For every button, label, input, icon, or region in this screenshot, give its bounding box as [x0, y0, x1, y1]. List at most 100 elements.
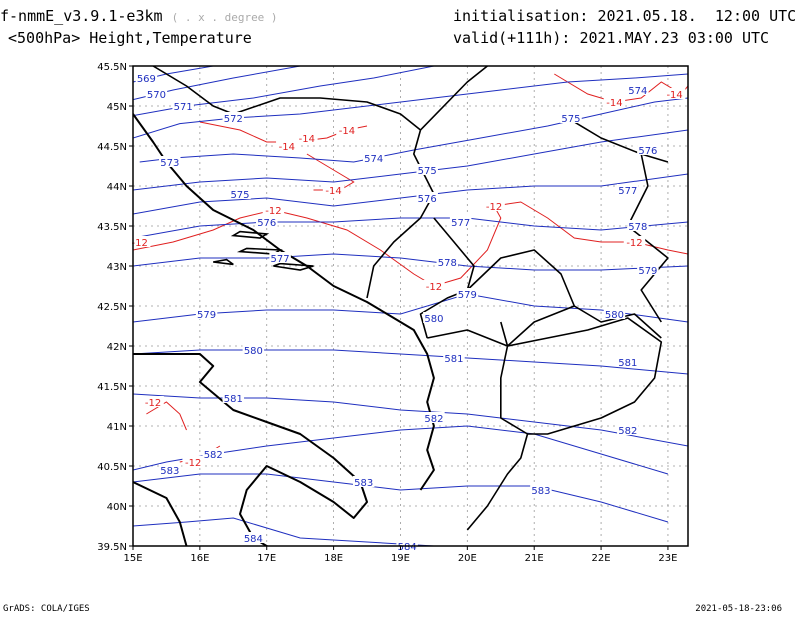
height-label: 581	[444, 354, 463, 365]
temperature-label-bg	[663, 88, 686, 99]
height-label: 584	[244, 534, 263, 545]
valid-line: valid(+111h): 2021.MAY.23 03:00 UTC	[453, 29, 769, 47]
temperature-label: -14	[339, 126, 355, 137]
height-label: 576	[418, 194, 437, 205]
temperature-label: -12	[265, 206, 281, 217]
country-border	[427, 329, 529, 531]
height-label-bg	[617, 184, 639, 195]
height-label: 575	[230, 190, 249, 201]
height-label-bg	[202, 448, 224, 459]
height-isoline	[133, 173, 688, 215]
country-border	[627, 153, 669, 323]
height-label: 579	[197, 310, 216, 321]
height-label: 577	[451, 218, 470, 229]
temperature-isoline	[133, 201, 688, 287]
height-label: 576	[638, 146, 657, 157]
x-tick-label: 21E	[525, 553, 544, 564]
model-name: f-nmmE_v3.9.1-e3km	[0, 7, 163, 25]
height-label: 575	[418, 166, 437, 177]
height-label-bg	[159, 156, 181, 167]
x-tick-label: 16E	[190, 553, 209, 564]
temperature-label: -12	[145, 398, 161, 409]
coastline	[133, 113, 435, 491]
island	[230, 230, 270, 239]
height-label: 577	[618, 186, 637, 197]
height-label: 575	[561, 114, 580, 125]
temperature-label: -12	[426, 282, 442, 293]
height-label: 583	[354, 478, 373, 489]
height-label: 582	[204, 450, 223, 461]
height-label: 572	[224, 114, 243, 125]
height-label: 570	[147, 90, 166, 101]
x-tick-label: 19E	[391, 553, 410, 564]
temperature-label: -14	[279, 142, 295, 153]
x-tick-label: 18E	[324, 553, 343, 564]
y-tick-label: 44.5N	[97, 142, 127, 153]
height-label: 574	[364, 154, 383, 165]
temperature-label-bg	[296, 132, 318, 143]
country-border	[466, 249, 576, 347]
software-credit: GrADS: COLA/IGES	[3, 604, 90, 614]
height-label-bg	[627, 220, 649, 231]
height-label-bg	[229, 188, 251, 199]
x-tick-label: 17E	[257, 553, 276, 564]
height-label-bg	[423, 412, 445, 423]
y-tick-label: 40N	[107, 502, 127, 513]
y-tick-label: 40.5N	[97, 462, 127, 473]
height-label-bg	[637, 144, 659, 155]
x-tick-label: 15E	[123, 553, 142, 564]
y-tick-label: 45.5N	[97, 62, 127, 73]
height-isoline	[133, 473, 669, 523]
island	[236, 247, 283, 255]
height-label: 580	[424, 314, 443, 325]
height-isoline	[133, 393, 688, 447]
y-tick-label: 44N	[107, 182, 127, 193]
height-label-bg	[362, 152, 385, 163]
valid-label: valid(+111h):	[453, 29, 571, 47]
country-border	[419, 66, 488, 131]
height-label: 578	[628, 222, 647, 233]
height-label-bg	[456, 288, 479, 299]
height-label: 583	[160, 466, 179, 477]
temperature-label: -14	[666, 90, 682, 101]
height-isoline	[133, 129, 688, 191]
height-isoline	[133, 253, 688, 271]
island	[273, 262, 314, 271]
island	[213, 258, 234, 266]
height-label: 577	[271, 254, 290, 265]
country-border	[152, 66, 421, 131]
height-label-bg	[416, 164, 438, 175]
temperature-label-bg	[276, 140, 298, 151]
height-label-bg	[560, 112, 582, 123]
temperature-label-bg	[182, 456, 204, 467]
height-label-bg	[145, 88, 168, 99]
y-tick-label: 42.5N	[97, 302, 127, 313]
height-label: 580	[244, 346, 263, 357]
height-label-bg	[443, 352, 465, 363]
coastline	[133, 353, 368, 546]
height-label-bg	[195, 308, 218, 319]
init-value: 2021.05.18. 12:00 UTC	[597, 7, 797, 25]
model-title: f-nmmE_v3.9.1-e3km ( . x . degree )	[0, 7, 278, 27]
height-label-bg	[159, 464, 181, 475]
height-label: 576	[257, 218, 276, 229]
height-label-bg	[603, 308, 626, 319]
height-label-bg	[242, 344, 265, 355]
height-label: 578	[438, 258, 457, 269]
temperature-label: -14	[299, 134, 315, 145]
height-isoline	[139, 97, 688, 163]
x-tick-label: 23E	[658, 553, 677, 564]
height-label-bg	[637, 264, 659, 275]
temperature-contours	[133, 73, 688, 463]
height-label: 574	[628, 86, 647, 97]
temperature-label: -12	[486, 202, 502, 213]
height-isoline	[133, 217, 688, 239]
x-tick-label: 22E	[592, 553, 611, 564]
coastline	[133, 481, 188, 546]
init-label: initialisation:	[453, 7, 589, 25]
temperature-label: -12	[185, 458, 201, 469]
temperature-label-bg	[262, 204, 285, 215]
height-label: 581	[224, 394, 243, 405]
height-label: 583	[531, 486, 550, 497]
